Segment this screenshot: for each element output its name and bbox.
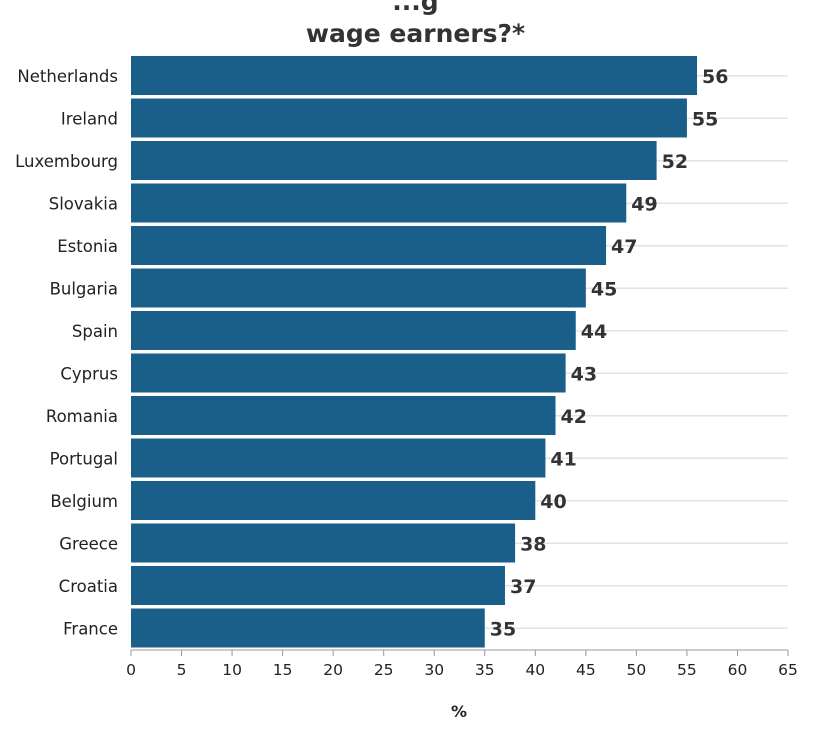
category-label: Spain <box>72 322 118 341</box>
category-label: Ireland <box>61 109 118 128</box>
x-tick-label: 0 <box>126 661 136 679</box>
x-tick-label: 10 <box>222 661 242 679</box>
x-tick-label: 35 <box>475 661 495 679</box>
data-label: 44 <box>581 321 607 343</box>
data-label: 43 <box>571 363 597 385</box>
category-label: Belgium <box>50 492 118 511</box>
category-label: France <box>63 619 118 638</box>
bars <box>131 56 698 648</box>
x-tick-label: 45 <box>576 661 596 679</box>
bar-portugal <box>131 438 546 478</box>
bar-spain <box>131 311 576 350</box>
x-tick-label: 55 <box>677 661 697 679</box>
bar-croatia <box>131 566 505 605</box>
chart-title-line-1: ...g <box>392 0 439 16</box>
category-label: Estonia <box>57 237 118 256</box>
bar-romania <box>131 396 556 435</box>
bar-ireland <box>131 98 687 138</box>
category-label: Croatia <box>59 577 118 596</box>
data-label: 49 <box>631 193 657 215</box>
x-tick-label: 15 <box>273 661 293 679</box>
x-tick-label: 20 <box>323 661 343 679</box>
bar-luxembourg <box>131 141 657 180</box>
x-tick-label: 5 <box>177 661 187 679</box>
category-label: Romania <box>46 407 118 426</box>
data-label: 56 <box>702 66 728 88</box>
category-label: Luxembourg <box>15 152 118 171</box>
category-label: Slovakia <box>49 194 118 213</box>
category-labels: Netherlands Ireland Luxembourg Slovakia Esto… <box>15 67 118 639</box>
data-label: 38 <box>520 533 546 555</box>
bar-cyprus <box>131 353 566 393</box>
category-label: Netherlands <box>17 67 118 86</box>
category-label: Greece <box>59 534 118 553</box>
x-axis: 0 5 10 15 20 25 30 35 40 45 50 55 60 65 <box>126 649 798 679</box>
category-label: Portugal <box>50 449 118 468</box>
data-label: 37 <box>510 576 536 598</box>
x-tick-label: 30 <box>424 661 444 679</box>
chart-title-line-2: wage earners?* <box>305 19 526 48</box>
data-label: 42 <box>561 406 587 428</box>
data-label: 47 <box>611 236 637 258</box>
x-tick-label: 25 <box>374 661 394 679</box>
data-label: 41 <box>550 448 576 470</box>
bar-slovakia <box>131 183 627 223</box>
x-tick-label: 60 <box>728 661 748 679</box>
x-tick-label: 50 <box>627 661 647 679</box>
data-label: 35 <box>490 618 516 640</box>
x-tick-label: 40 <box>525 661 545 679</box>
bar-belgium <box>131 481 536 520</box>
bar-bulgaria <box>131 268 586 308</box>
bar-estonia <box>131 226 607 265</box>
bar-france <box>131 608 485 648</box>
chart-title: ...g wage earners?* <box>0 0 831 50</box>
data-label: 45 <box>591 278 617 300</box>
category-label: Cyprus <box>60 364 118 383</box>
data-label: 40 <box>540 491 566 513</box>
bar-greece <box>131 523 516 563</box>
category-label: Bulgaria <box>50 279 118 298</box>
data-label: 55 <box>692 108 718 130</box>
bar-netherlands <box>131 56 698 95</box>
x-axis-label: % <box>451 702 467 721</box>
data-label: 52 <box>662 151 688 173</box>
x-tick-label: 65 <box>778 661 798 679</box>
